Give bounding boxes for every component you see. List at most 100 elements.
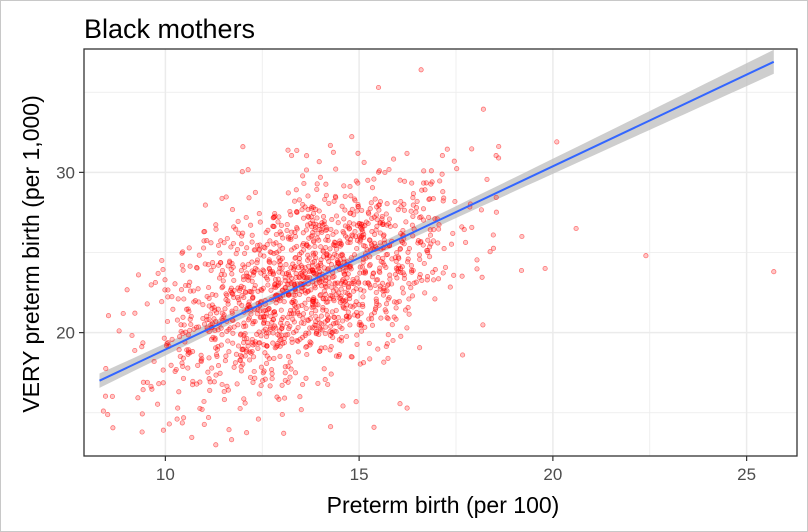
data-point [461,227,467,233]
data-point [405,259,411,265]
data-point [404,325,410,331]
data-point [280,235,286,241]
data-point [518,267,525,274]
data-point [361,231,367,237]
data-point [313,313,319,320]
data-point [384,288,390,294]
data-point [323,181,329,187]
data-point [159,257,165,264]
data-point [424,277,430,283]
data-point [419,187,425,193]
data-point [310,229,316,236]
data-point [360,304,366,310]
data-point [227,287,233,293]
data-point [282,370,288,376]
data-point [249,259,255,265]
data-point [149,386,155,392]
data-point [139,411,145,417]
data-point [375,255,381,261]
data-point [405,249,411,255]
data-point [132,347,138,354]
data-point [325,266,331,272]
data-point [285,332,291,338]
data-point [279,411,285,418]
data-point [208,240,214,246]
data-point [325,381,331,388]
data-point [251,354,257,360]
data-point [215,306,221,312]
data-point [269,371,275,377]
data-point [323,237,329,243]
data-point [401,276,407,282]
data-point [420,206,427,212]
data-point [205,414,212,421]
data-point [226,349,232,355]
data-point [239,293,245,299]
data-point [452,198,458,205]
data-point [302,265,308,271]
data-point [356,280,362,286]
data-point [293,288,299,294]
data-point [278,320,284,326]
data-point [454,166,460,172]
data-point [287,234,293,240]
data-point [403,219,409,225]
data-point [346,313,352,320]
data-point [375,169,382,175]
data-point [179,262,185,269]
data-point [351,196,357,202]
data-point [354,275,360,281]
data-point [411,280,417,286]
data-point [474,266,480,272]
data-point [291,307,297,313]
data-point [361,159,367,165]
data-point [206,295,212,301]
data-point [168,362,174,368]
data-points [100,67,777,448]
data-point [312,325,318,331]
data-point [185,351,191,357]
data-point [222,306,228,312]
data-point [361,288,367,294]
data-point [391,314,397,320]
data-point [277,343,283,349]
data-point [103,366,109,372]
data-point [316,159,322,165]
data-point [290,316,296,322]
data-point [296,251,303,257]
data-point [299,207,305,213]
data-point [496,155,502,161]
data-point [177,334,183,340]
data-point [202,228,208,235]
data-point [417,215,423,221]
data-point [249,239,255,245]
data-point [247,374,254,380]
data-point [373,305,379,311]
data-point [181,296,187,302]
data-point [374,216,380,223]
data-point [223,353,229,359]
data-point [258,383,264,389]
data-point [180,267,186,273]
data-point [348,354,354,360]
data-point [287,374,293,380]
data-point [240,274,246,280]
data-point [425,249,431,255]
data-point [347,303,354,309]
data-point [327,347,333,353]
data-point [213,345,219,351]
data-point [398,333,404,339]
data-point [244,245,250,251]
data-point [323,227,329,234]
data-point [169,294,175,300]
data-point [383,211,389,217]
data-point [132,310,138,316]
data-point [296,197,302,203]
data-point [180,314,186,320]
data-point [161,335,167,341]
data-point [200,315,206,322]
data-point [410,195,416,201]
data-point [155,270,161,276]
data-point [212,335,218,341]
data-point [384,201,390,207]
